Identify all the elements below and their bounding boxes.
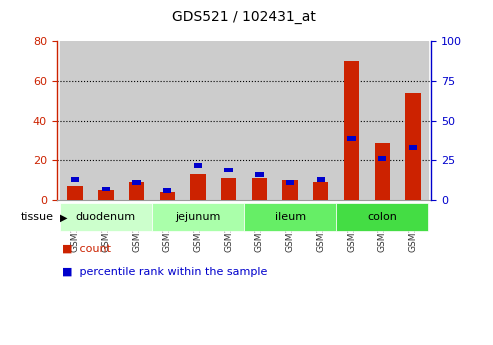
Bar [275, 41, 306, 200]
Bar [224, 168, 233, 172]
Bar [160, 192, 175, 200]
Bar [347, 136, 356, 141]
Bar [313, 182, 328, 200]
Bar [190, 174, 206, 200]
Bar [367, 41, 397, 200]
Text: ileum: ileum [275, 212, 306, 222]
Bar [60, 204, 152, 231]
Bar [317, 177, 325, 182]
Bar [282, 180, 298, 200]
Bar [244, 204, 336, 231]
Bar [409, 145, 417, 150]
Bar [68, 186, 83, 200]
Bar [60, 41, 91, 200]
Bar [129, 182, 144, 200]
Bar [336, 41, 367, 200]
Bar [286, 180, 294, 185]
Bar [336, 204, 428, 231]
Text: duodenum: duodenum [76, 212, 136, 222]
Bar [252, 178, 267, 200]
Bar [397, 41, 428, 200]
Bar [102, 187, 110, 191]
Bar [213, 41, 244, 200]
Bar [194, 163, 202, 168]
Text: ▶: ▶ [60, 213, 68, 222]
Text: GDS521 / 102431_at: GDS521 / 102431_at [172, 10, 316, 24]
Bar [152, 204, 244, 231]
Text: colon: colon [367, 212, 397, 222]
Text: ■  percentile rank within the sample: ■ percentile rank within the sample [62, 267, 267, 277]
Text: ■  count: ■ count [62, 243, 110, 253]
Bar [344, 61, 359, 200]
Bar [71, 177, 79, 182]
Bar [375, 142, 390, 200]
Bar [378, 157, 387, 161]
Bar [163, 188, 172, 193]
Bar [98, 190, 113, 200]
Bar [91, 41, 121, 200]
Bar [255, 172, 264, 177]
Bar [182, 41, 213, 200]
Bar [121, 41, 152, 200]
Bar [405, 93, 421, 200]
Bar [221, 178, 236, 200]
Bar [306, 41, 336, 200]
Text: jejunum: jejunum [176, 212, 221, 222]
Bar [244, 41, 275, 200]
Bar [132, 180, 141, 185]
Text: tissue: tissue [21, 213, 54, 222]
Bar [152, 41, 182, 200]
